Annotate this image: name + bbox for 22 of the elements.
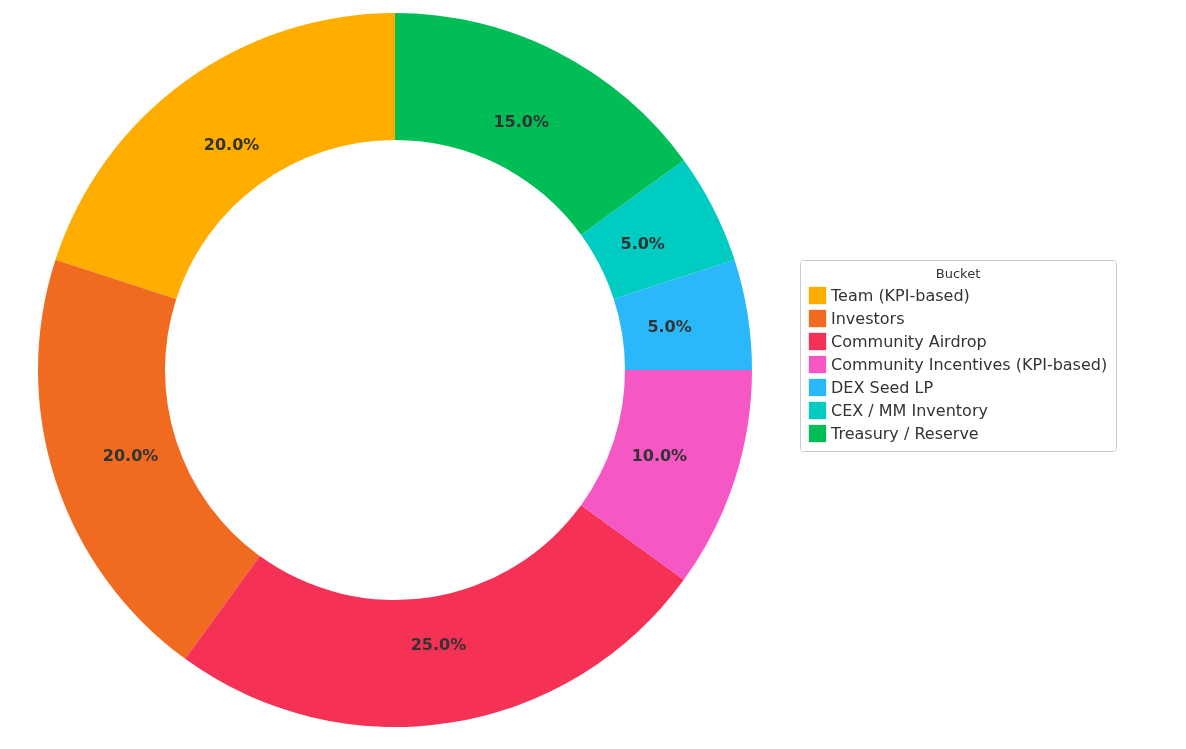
data-label: 15.0%	[493, 112, 549, 132]
donut-slice	[581, 160, 735, 299]
legend-label: Community Incentives (KPI-based)	[831, 354, 1108, 374]
data-label: 25.0%	[410, 634, 467, 654]
donut-slice	[395, 13, 684, 235]
legend-title: Bucket	[935, 266, 981, 281]
legend-label: Team (KPI-based)	[830, 285, 970, 305]
legend-label: Community Airdrop	[831, 331, 987, 351]
donut-slice	[581, 370, 752, 580]
legend-label: DEX Seed LP	[831, 377, 934, 397]
legend-label: Investors	[831, 308, 905, 328]
donut-slice	[613, 259, 752, 370]
donut-slice	[55, 13, 395, 299]
legend-label: Treasury / Reserve	[830, 423, 979, 443]
donut-slice	[185, 505, 684, 727]
data-label: 20.0%	[102, 445, 159, 465]
data-label: 5.0%	[647, 316, 692, 336]
data-label: 20.0%	[203, 135, 260, 155]
legend-label: CEX / MM Inventory	[831, 400, 988, 420]
data-label: 10.0%	[631, 445, 688, 465]
donut-slice	[38, 259, 260, 659]
data-label: 5.0%	[620, 233, 665, 253]
